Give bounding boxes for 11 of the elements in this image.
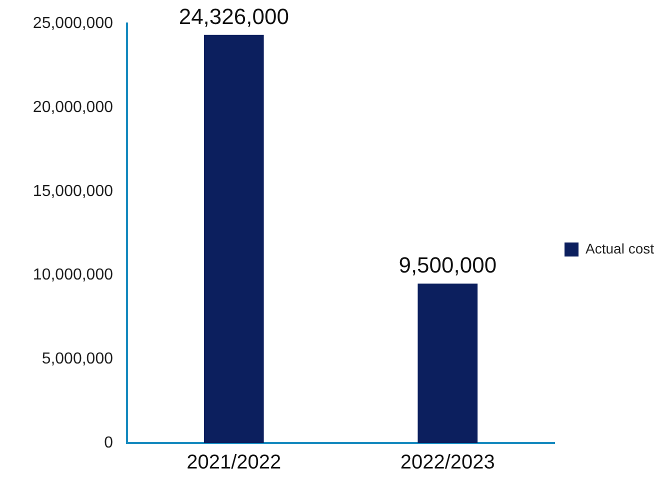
- y-tick-label: 5,000,000: [42, 350, 114, 368]
- data-label: 9,500,000: [398, 252, 497, 278]
- legend-label: Actual cost: [586, 240, 654, 256]
- x-tick-label: 2022/2023: [400, 452, 495, 474]
- y-tick-label: 20,000,000: [32, 98, 114, 116]
- data-label: 24,326,000: [178, 4, 289, 29]
- y-tick-label: 10,000,000: [32, 266, 114, 284]
- x-tick-label: 2021/2022: [186, 452, 282, 474]
- y-tick-label: 0: [104, 434, 114, 452]
- y-tick-label: 25,000,000: [32, 15, 114, 32]
- y-tick-label: 15,000,000: [32, 182, 114, 200]
